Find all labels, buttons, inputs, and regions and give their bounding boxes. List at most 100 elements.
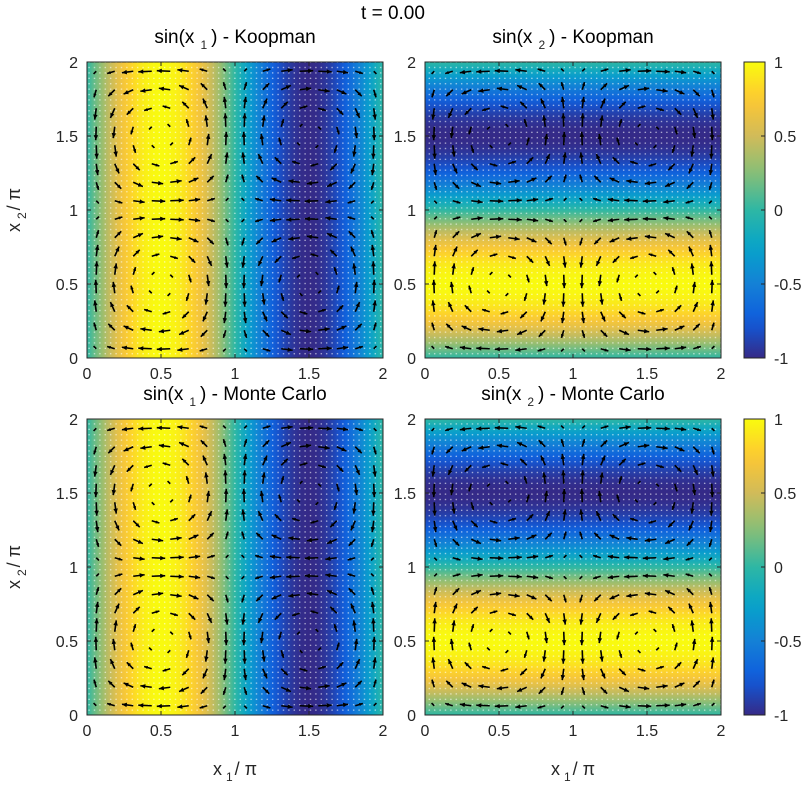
arrow-head <box>710 471 715 477</box>
title-rest: ) - Koopman <box>549 27 654 48</box>
quiver-arrow <box>515 425 527 430</box>
x-tick-label: 2 <box>717 366 726 383</box>
arrow-head <box>241 174 245 179</box>
arrow-head <box>532 197 539 203</box>
arrow-head <box>274 258 280 263</box>
arrow-head <box>190 258 196 263</box>
arrow-head <box>451 508 456 514</box>
panel-title: sin(x 1) - Monte Carlo <box>143 384 327 409</box>
quiver-arrow <box>674 304 682 313</box>
arrow-head <box>451 151 456 157</box>
quiver-arrow <box>169 274 174 278</box>
arrow-head <box>190 615 196 620</box>
quiver-arrow <box>151 628 155 633</box>
arrow-head <box>593 554 598 559</box>
arrow-head <box>327 590 333 595</box>
quiver-arrow <box>508 160 517 165</box>
quiver-arrow <box>111 281 117 294</box>
arrow-head <box>243 690 248 695</box>
arrow-head <box>126 467 132 472</box>
arrow-head <box>286 217 292 222</box>
arrow-head <box>225 531 229 536</box>
arrow-head <box>315 146 318 148</box>
arrow-head <box>355 112 360 118</box>
arrow-head <box>514 179 520 184</box>
arrow-head <box>204 472 209 478</box>
arrow-head <box>547 532 552 538</box>
arrow-head <box>580 317 586 324</box>
arrow-head <box>459 345 466 351</box>
quiver-arrow <box>274 255 282 264</box>
arrow-head <box>708 587 713 592</box>
arrow-head <box>653 272 656 274</box>
quiver-arrow <box>673 483 678 492</box>
arrow-head <box>353 489 359 496</box>
arrow-head <box>630 255 635 260</box>
arrow-head <box>336 642 340 647</box>
arrow-head <box>223 488 229 494</box>
arrow-head <box>210 554 215 559</box>
quiver-arrow <box>370 601 376 614</box>
quiver-arrow <box>354 446 363 454</box>
quiver-arrow <box>151 501 155 506</box>
arrow-head <box>537 348 542 352</box>
arrow-head <box>144 308 149 313</box>
arrow-head <box>116 184 122 189</box>
arrow-head <box>202 673 207 679</box>
quiver-arrow <box>126 464 134 473</box>
quiver-arrow <box>280 475 285 484</box>
quiver-arrow <box>674 325 685 331</box>
arrow-head <box>210 197 215 202</box>
arrow-head <box>278 278 282 283</box>
arrow-head <box>711 93 715 98</box>
quiver-arrow <box>254 554 263 559</box>
quiver-arrow <box>93 657 98 669</box>
quiver-arrow <box>354 323 363 331</box>
quiver-arrow <box>516 329 528 336</box>
quiver-arrow <box>185 475 190 484</box>
quiver-arrow <box>618 84 630 91</box>
quiver-arrow <box>114 573 123 578</box>
quiver-arrow <box>241 509 246 521</box>
arrow-head <box>625 704 631 709</box>
quiver-arrow <box>156 68 171 74</box>
arrow-head <box>194 554 201 560</box>
quiver-arrow <box>188 156 196 165</box>
quiver-arrow <box>637 68 652 74</box>
arrow-head <box>668 606 673 612</box>
quiver-arrow <box>452 587 460 596</box>
quiver-arrow <box>562 531 567 540</box>
arrow-head <box>597 280 603 287</box>
quiver-arrow <box>93 427 97 432</box>
arrow-head <box>126 662 132 667</box>
quiver-arrow <box>600 668 606 679</box>
arrow-head <box>353 132 359 139</box>
arrow-head <box>371 153 376 159</box>
quiver-arrow <box>372 465 377 477</box>
arrow-head <box>264 440 270 445</box>
quiver-arrow <box>538 82 546 91</box>
quiver-arrow <box>336 89 347 95</box>
colorbar-tick-label: -0.5 <box>774 634 802 651</box>
quiver-arrow <box>206 237 215 245</box>
y-axis-label: x2/ π <box>4 188 29 232</box>
quiver-arrow <box>562 152 567 164</box>
quiver-arrow <box>592 554 601 559</box>
quiver-arrow <box>326 589 338 596</box>
quiver-arrow <box>109 107 116 119</box>
quiver-arrow <box>538 686 546 695</box>
colorbar-tick-label: 1 <box>774 412 783 429</box>
quiver-arrow <box>508 217 522 222</box>
quiver-arrow <box>447 658 454 670</box>
arrow-head <box>431 322 435 327</box>
quiver-arrow <box>271 594 282 600</box>
arrow-head <box>135 249 140 255</box>
quiver-arrow <box>690 145 695 157</box>
arrow-head <box>93 471 98 477</box>
quiver-arrow <box>347 216 356 221</box>
quiver-arrow <box>708 539 713 548</box>
arrow-head <box>664 69 670 74</box>
quiver-arrow <box>674 107 682 116</box>
arrow-head <box>304 555 310 561</box>
arrow-head <box>561 488 567 494</box>
